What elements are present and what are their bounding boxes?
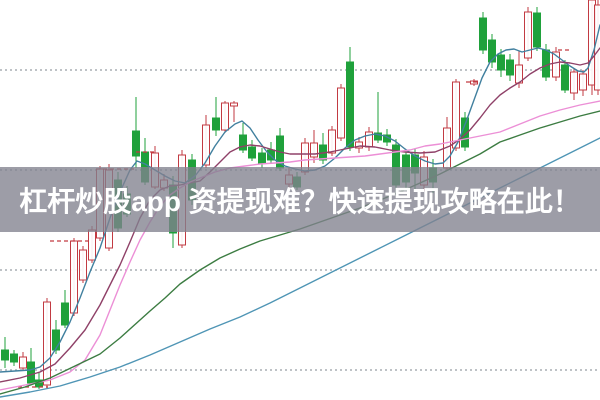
candle-body-down bbox=[123, 193, 131, 215]
candle-body-up bbox=[285, 174, 293, 185]
candle-body-down bbox=[561, 64, 569, 91]
candle-body-up bbox=[552, 51, 560, 78]
candle-body-down bbox=[497, 54, 505, 71]
candle-body-down bbox=[429, 167, 437, 183]
candle-body-up bbox=[202, 124, 210, 166]
candle-body-down bbox=[479, 17, 487, 51]
candle-body-down bbox=[239, 134, 247, 151]
candle-body-up bbox=[355, 141, 363, 149]
candle-body-down bbox=[506, 59, 514, 76]
candle-body-down bbox=[61, 302, 69, 326]
ma-line-ma20 bbox=[0, 100, 600, 391]
candle-body-down bbox=[402, 154, 410, 183]
candle-body-down bbox=[542, 49, 550, 78]
candle-body-up bbox=[594, 4, 600, 91]
ma-line-ma10 bbox=[0, 47, 600, 383]
candle-body-up bbox=[43, 301, 51, 386]
candle-body-up bbox=[570, 71, 578, 94]
candle-body-up bbox=[452, 81, 460, 149]
candle-body-down bbox=[27, 361, 35, 384]
candle-body-down bbox=[132, 130, 140, 157]
candle-body-up bbox=[221, 102, 229, 131]
candle-body-down bbox=[1, 349, 9, 361]
candle-body-up bbox=[70, 240, 78, 314]
candle-body-down bbox=[533, 12, 541, 48]
candle-body-up bbox=[310, 142, 318, 158]
candle-body-down bbox=[212, 117, 220, 131]
candle-body-up bbox=[19, 356, 27, 369]
candle-body-up bbox=[337, 87, 345, 139]
candle-body-up bbox=[524, 11, 532, 59]
candle-body-up bbox=[105, 169, 113, 249]
candle-body-up bbox=[328, 129, 336, 154]
candle-body-down bbox=[10, 353, 18, 363]
candle-body-up bbox=[230, 102, 238, 107]
candle-body-up bbox=[88, 229, 96, 261]
candle-body-up bbox=[178, 154, 186, 246]
candle-body-up bbox=[579, 73, 587, 91]
candle-body-down bbox=[293, 176, 301, 188]
candle-body-down bbox=[248, 146, 256, 159]
candle-body-down bbox=[258, 152, 266, 164]
candle-body-down bbox=[488, 39, 496, 63]
candle-body-down bbox=[374, 132, 382, 141]
candle-body-down bbox=[52, 329, 60, 351]
candle-body-up bbox=[96, 168, 104, 239]
candle-body-up bbox=[301, 142, 309, 173]
candle-body-up bbox=[79, 249, 87, 281]
candle-body-down bbox=[346, 61, 354, 148]
candle-body-down bbox=[141, 151, 149, 183]
